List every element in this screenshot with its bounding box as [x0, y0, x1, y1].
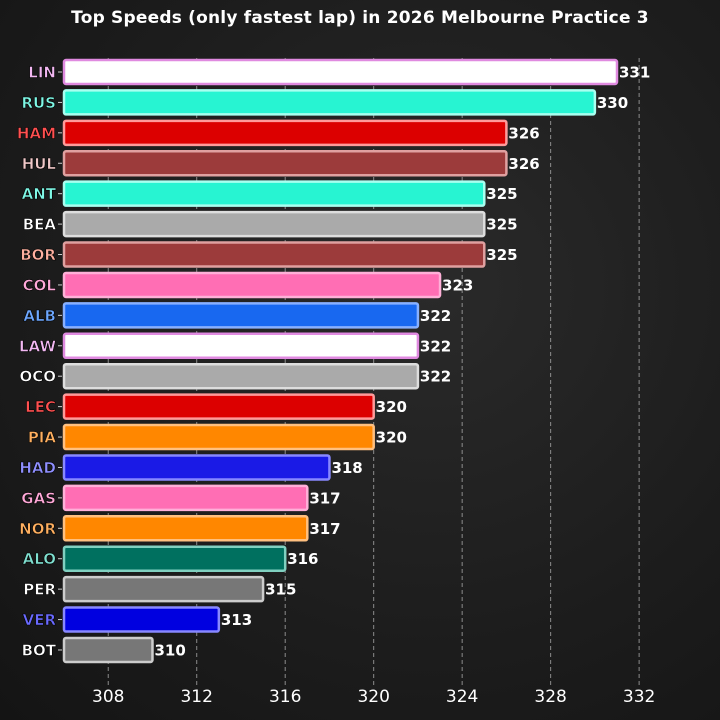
- x-tick-label: 332: [623, 687, 655, 707]
- driver-label: HUL: [22, 155, 57, 173]
- driver-label: ANT: [22, 185, 57, 203]
- driver-label: BEA: [23, 216, 57, 234]
- bar-law: [62, 332, 420, 360]
- bar-col: [62, 271, 442, 299]
- driver-label: PIA: [28, 429, 57, 447]
- driver-label: ALO: [23, 550, 56, 568]
- driver-label: VER: [23, 611, 57, 629]
- x-tick-label: 324: [446, 687, 478, 707]
- value-label: 326: [508, 155, 539, 173]
- driver-label: OCO: [19, 368, 56, 386]
- value-label: 317: [309, 489, 340, 507]
- bar-alb: [62, 302, 420, 329]
- driver-label: HAM: [17, 124, 56, 142]
- driver-label: RUS: [21, 94, 56, 112]
- bar-nor: [62, 515, 309, 542]
- value-label: 331: [619, 64, 650, 82]
- value-label: 325: [486, 185, 517, 203]
- bar-oco: [62, 362, 420, 390]
- bar-lec: [62, 393, 375, 420]
- bar-rus: [62, 89, 597, 116]
- bar-bea: [62, 210, 486, 238]
- bar-bor: [62, 241, 486, 268]
- value-label: 320: [376, 429, 407, 447]
- value-label: 310: [154, 641, 185, 659]
- value-label: 325: [486, 246, 517, 264]
- bar-ham: [62, 119, 508, 147]
- x-tick-label: 316: [269, 687, 301, 707]
- value-label: 313: [221, 611, 252, 629]
- driver-label: BOR: [20, 246, 56, 264]
- x-tick-label: 308: [92, 687, 124, 707]
- driver-label: PER: [23, 581, 56, 599]
- x-tick-label: 328: [534, 687, 566, 707]
- x-tick-label: 320: [357, 687, 389, 707]
- bar-had: [62, 454, 331, 481]
- driver-label: NOR: [19, 520, 56, 538]
- driver-label: COL: [23, 276, 57, 294]
- driver-label: LEC: [25, 398, 56, 416]
- value-label: 315: [265, 581, 296, 599]
- bar-hul: [62, 150, 508, 177]
- bar-lin: [62, 58, 619, 86]
- bar-per: [62, 575, 265, 603]
- driver-label: ALB: [23, 307, 56, 325]
- bar-gas: [62, 484, 309, 512]
- driver-label: LIN: [28, 64, 56, 82]
- value-label: 326: [508, 124, 539, 142]
- bar-ver: [62, 606, 221, 633]
- value-label: 317: [309, 520, 340, 538]
- value-label: 322: [420, 307, 451, 325]
- driver-label: BOT: [22, 641, 57, 659]
- chart-title: Top Speeds (only fastest lap) in 2026 Me…: [71, 8, 649, 28]
- value-label: 318: [331, 459, 362, 477]
- value-label: 320: [376, 398, 407, 416]
- value-label: 325: [486, 216, 517, 234]
- driver-label: LAW: [19, 337, 56, 355]
- bar-bot: [62, 636, 154, 664]
- value-label: 322: [420, 368, 451, 386]
- bar-alo: [62, 545, 287, 572]
- driver-label: GAS: [21, 489, 56, 507]
- x-tick-label: 312: [180, 687, 212, 707]
- bar-ant: [62, 180, 486, 207]
- value-label: 316: [287, 550, 318, 568]
- value-label: 323: [442, 276, 473, 294]
- bar-pia: [62, 423, 375, 451]
- value-label: 322: [420, 337, 451, 355]
- value-label: 330: [597, 94, 628, 112]
- driver-label: HAD: [19, 459, 56, 477]
